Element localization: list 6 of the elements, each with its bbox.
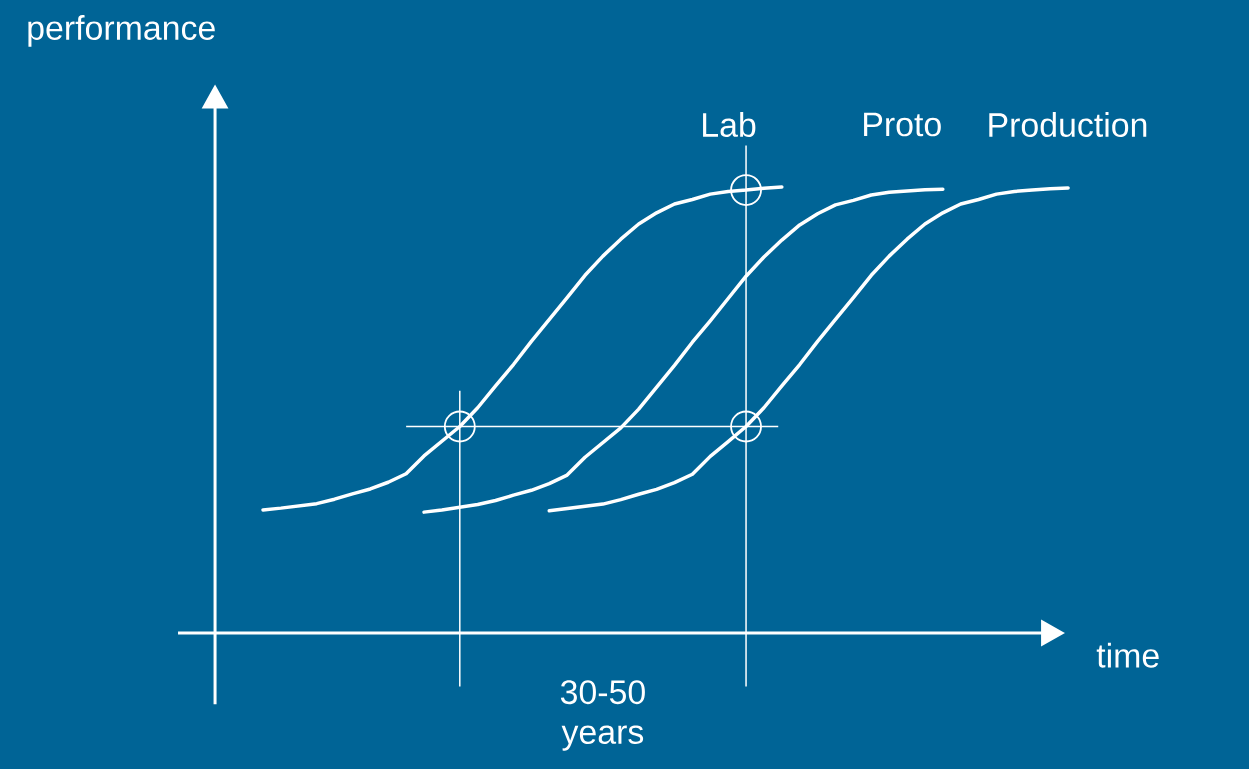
x-axis-title: time: [1096, 642, 1159, 668]
series-label: Proto: [864, 112, 941, 137]
text: 30-50 years: [560, 680, 645, 751]
y-axis-title: performance: [28, 15, 215, 47]
series-label: Production: [989, 112, 1147, 137]
series-label: Lab: [703, 112, 756, 137]
